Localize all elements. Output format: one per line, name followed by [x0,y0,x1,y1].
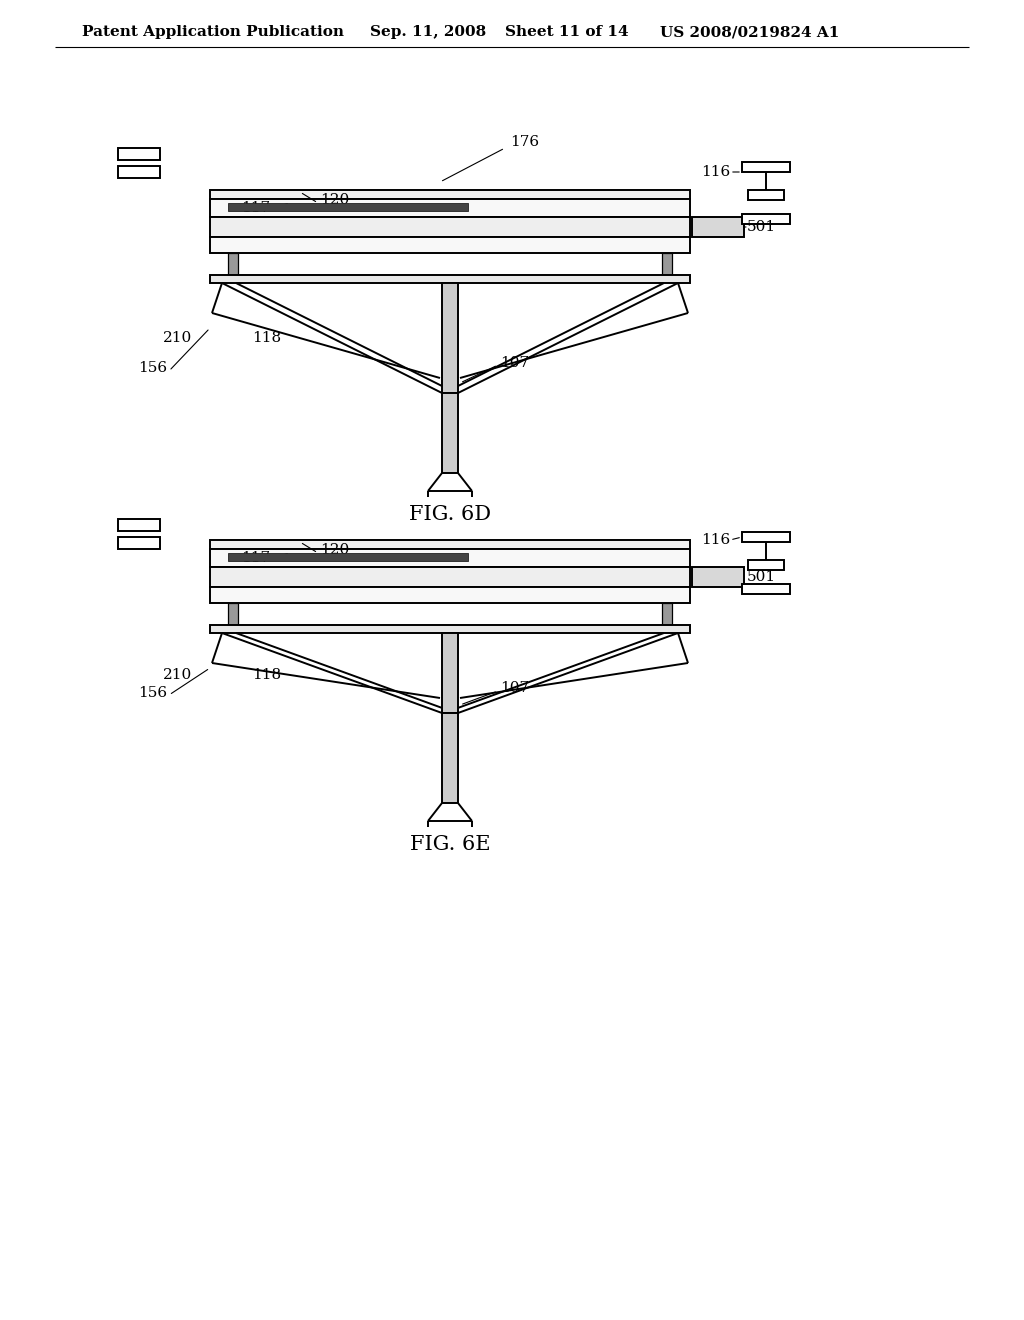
Text: 118: 118 [252,668,282,682]
Text: 107: 107 [500,681,529,696]
Polygon shape [442,393,458,473]
Polygon shape [442,634,458,713]
Text: 210: 210 [163,331,193,345]
Polygon shape [748,560,784,570]
Text: 118: 118 [252,331,282,345]
Polygon shape [742,583,790,594]
Text: 501: 501 [746,220,776,234]
Text: 156: 156 [138,360,167,375]
Text: 120: 120 [319,193,349,207]
Polygon shape [210,275,690,282]
Text: 117: 117 [241,550,270,565]
Text: 107: 107 [500,356,529,370]
Polygon shape [210,587,690,603]
Polygon shape [662,253,672,275]
Polygon shape [118,537,160,549]
Polygon shape [742,214,790,224]
Text: 116: 116 [700,165,730,180]
Text: Sheet 11 of 14: Sheet 11 of 14 [505,25,629,40]
Text: 156: 156 [138,686,167,700]
Polygon shape [442,713,458,803]
Polygon shape [662,603,672,624]
Polygon shape [228,603,238,624]
Polygon shape [210,238,690,253]
Polygon shape [692,216,744,238]
Polygon shape [692,568,744,587]
Polygon shape [210,216,690,238]
Polygon shape [742,162,790,172]
Polygon shape [228,203,468,211]
Polygon shape [228,553,468,561]
Text: 176: 176 [510,135,539,149]
Polygon shape [118,519,160,531]
Text: FIG. 6E: FIG. 6E [410,836,490,854]
Text: Sep. 11, 2008: Sep. 11, 2008 [370,25,486,40]
Polygon shape [210,540,690,549]
Polygon shape [442,282,458,393]
Text: Patent Application Publication: Patent Application Publication [82,25,344,40]
Text: 120: 120 [319,543,349,557]
Polygon shape [748,190,784,201]
Polygon shape [210,199,690,216]
Text: US 2008/0219824 A1: US 2008/0219824 A1 [660,25,840,40]
Polygon shape [210,624,690,634]
Text: 117: 117 [241,201,270,215]
Text: FIG. 6D: FIG. 6D [409,506,492,524]
Polygon shape [118,148,160,160]
Text: 116: 116 [700,533,730,546]
Polygon shape [228,253,238,275]
Polygon shape [210,190,690,199]
Text: 501: 501 [746,570,776,583]
Text: 210: 210 [163,668,193,682]
Polygon shape [210,549,690,568]
Polygon shape [210,568,690,587]
Polygon shape [742,532,790,543]
Polygon shape [118,166,160,178]
